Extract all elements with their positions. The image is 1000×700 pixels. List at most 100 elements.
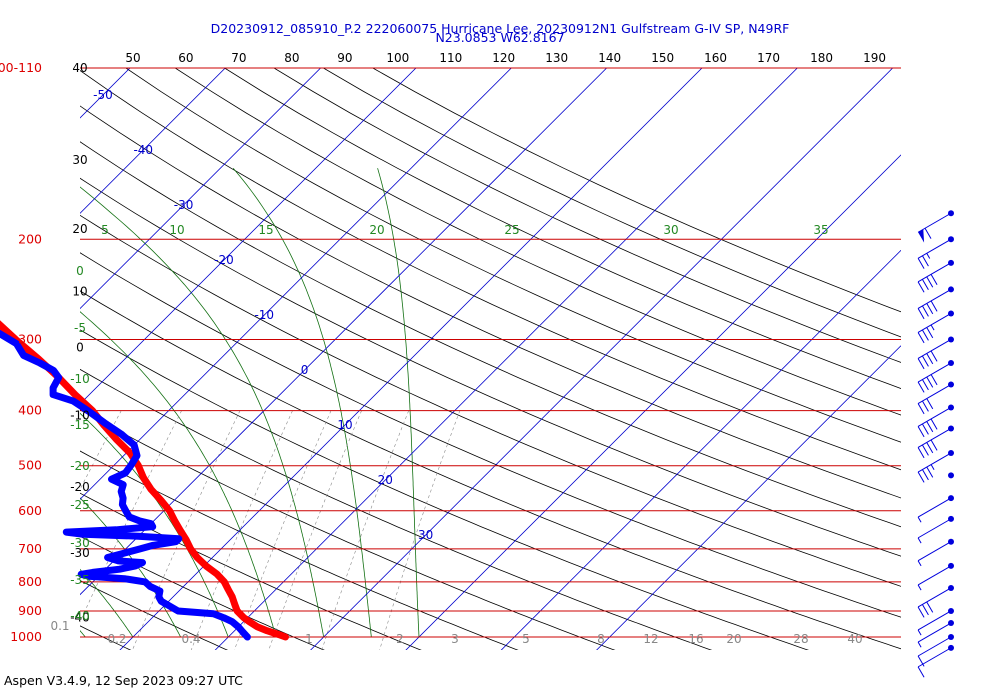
mixing-ratio-line <box>234 410 332 650</box>
moist-adiabat-label: 10 <box>169 223 184 237</box>
wind-barb-full <box>926 466 934 478</box>
wind-barb <box>917 607 954 636</box>
fahrenheit-tick-label: 110 <box>439 51 462 65</box>
dry-adiabat-line <box>125 68 901 443</box>
wind-barb <box>917 644 954 678</box>
wind-barb-full <box>930 274 938 285</box>
wind-barb-staff <box>917 565 952 586</box>
dry-adiabat-line <box>372 68 901 313</box>
isotherm-label: -40 <box>133 143 153 157</box>
mixing-ratio-line <box>190 410 293 650</box>
celsius-tick-label: 0 <box>76 341 84 355</box>
isotherm-line <box>80 68 512 500</box>
moist-adiabat-line <box>80 311 277 638</box>
dry-adiabat-line <box>80 625 132 650</box>
wind-barb-full <box>917 606 925 618</box>
mixing-ratio-label: 3 <box>451 632 459 646</box>
wind-barb-staff <box>917 384 952 404</box>
wind-barb-full <box>921 379 929 391</box>
pressure-tick-label: 400 <box>18 403 42 418</box>
fahrenheit-tick-label: 130 <box>545 51 568 65</box>
wind-barb-full <box>921 604 929 616</box>
pressure-tick-label: 500 <box>18 458 42 473</box>
moist-adiabat-label: 15 <box>258 223 273 237</box>
wind-barb-half <box>917 629 922 636</box>
mixing-ratio-line <box>268 410 362 650</box>
dewpoint-profile-line <box>0 329 251 641</box>
grid-layer <box>80 67 901 650</box>
wind-barb-full <box>930 374 938 386</box>
fahrenheit-tick-label: 180 <box>810 51 833 65</box>
mixing-ratio-line <box>379 410 461 650</box>
celsius-tick-label: -40 <box>70 611 90 625</box>
wind-barb-full <box>921 355 929 367</box>
wind-barb-full <box>917 281 925 293</box>
moist-adiabat-label: -15 <box>70 418 90 432</box>
celsius-tick-label: 10 <box>72 284 87 298</box>
wind-barb-full <box>930 300 938 312</box>
wind-barb-half <box>917 584 922 591</box>
software-footer: Aspen V3.4.9, 12 Sep 2023 09:27 UTC <box>4 673 243 688</box>
wind-barb-full <box>926 276 934 288</box>
moist-adiabat-label: 30 <box>663 223 678 237</box>
isotherm-line <box>596 345 901 650</box>
wind-barb-pennant <box>918 229 925 243</box>
mixing-ratio-label: 12 <box>643 632 658 646</box>
celsius-tick-label: 30 <box>72 153 87 167</box>
wind-barb <box>917 259 954 293</box>
wind-barb <box>917 495 954 523</box>
fahrenheit-tick-label: 90 <box>337 51 352 65</box>
fahrenheit-tick-label: 70 <box>231 51 246 65</box>
wind-barb-full <box>921 400 929 412</box>
moist-adiabat-label: 25 <box>504 223 519 237</box>
mixing-ratio-line <box>80 410 182 623</box>
mixing-ratio-label: 1 <box>305 632 313 646</box>
wind-barb-full <box>926 376 934 388</box>
wind-barb-full <box>921 444 929 456</box>
fahrenheit-tick-label: 80 <box>284 51 299 65</box>
wind-barb-half <box>917 641 922 648</box>
isotherm-line <box>119 68 703 650</box>
isotherm-label: -30 <box>174 198 194 212</box>
wind-barb-full <box>924 228 932 239</box>
isotherm-label: -20 <box>214 253 234 267</box>
fahrenheit-tick-label: 120 <box>492 51 515 65</box>
fahrenheit-tick-label: 50 <box>125 51 140 65</box>
wind-barb <box>917 286 954 320</box>
moist-adiabat-label: -10 <box>70 372 90 386</box>
isotherm-label: 0 <box>301 363 309 377</box>
pressure-tick-label: 1000 <box>10 629 42 644</box>
wind-barb <box>917 336 954 370</box>
wind-barb-full <box>917 358 925 370</box>
mixing-ratio-line <box>132 410 241 650</box>
moist-adiabat-label: -25 <box>70 498 90 512</box>
mixing-ratio-label: 0.1 <box>50 619 69 633</box>
wind-barb-staff <box>917 610 952 631</box>
wind-barb-staff <box>917 587 952 608</box>
fahrenheit-tick-label: 140 <box>598 51 621 65</box>
wind-barb-full <box>921 423 929 435</box>
dry-adiabat-line <box>224 68 901 389</box>
wind-barb-station-dot <box>948 472 954 479</box>
isotherm-label: 20 <box>378 473 393 487</box>
dry-adiabat-line <box>80 214 901 587</box>
isotherm-line <box>405 154 901 650</box>
mixing-ratio-label: 2 <box>396 632 404 646</box>
mixing-ratio-label: 16 <box>688 632 703 646</box>
moist-adiabat-label: 20 <box>369 223 384 237</box>
wind-barb-full <box>917 447 925 459</box>
moist-adiabat-label: -30 <box>70 536 90 550</box>
moist-adiabat-line <box>80 186 325 638</box>
wind-barb-full <box>917 381 925 393</box>
wind-barb-staff <box>917 339 952 359</box>
pressure-tick-label: 700 <box>18 541 42 556</box>
celsius-tick-label: 40 <box>72 61 87 75</box>
moist-adiabat-label: 35 <box>813 223 828 237</box>
pressure-tick-label: 300 <box>18 331 42 346</box>
isotherm-label: 30 <box>418 528 433 542</box>
pressure-tick-label: 900 <box>18 603 42 618</box>
wind-barb-staff <box>917 212 952 233</box>
moist-adiabat-label: -5 <box>74 321 86 335</box>
wind-barb <box>917 562 954 591</box>
